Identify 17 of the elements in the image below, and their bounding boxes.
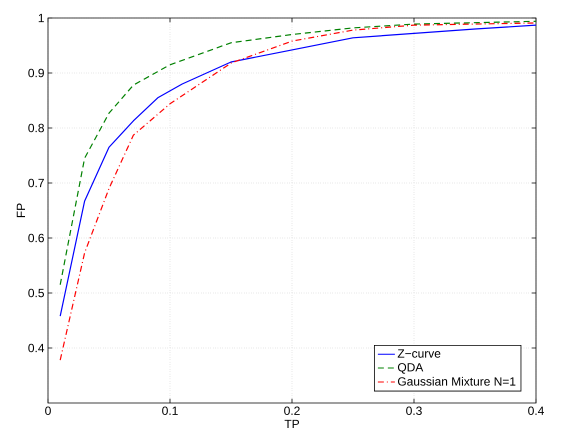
legend-label: Z−curve: [398, 349, 440, 358]
legend-label: QDA: [398, 363, 424, 374]
y-tick-label: 1: [38, 14, 44, 22]
y-tick-label: 0.4: [28, 344, 44, 352]
y-tick-label: 0.9: [28, 68, 44, 78]
y-axis-title: FP: [16, 203, 26, 218]
x-tick-label: 0.3: [406, 406, 422, 415]
y-tick-label: 0.6: [28, 234, 44, 242]
y-tick-label: 0.8: [28, 124, 44, 132]
x-tick-label: 0.1: [162, 406, 178, 415]
x-tick-label: 0.2: [284, 406, 300, 415]
y-tick-label: 0.5: [28, 288, 44, 298]
x-tick-label: 0.4: [528, 406, 544, 415]
x-tick-label: 0: [45, 406, 51, 415]
x-axis-title: TP: [284, 420, 300, 428]
legend-label: Gaussian Mixture N=1: [398, 376, 516, 386]
y-tick-label: 0.7: [28, 178, 44, 188]
